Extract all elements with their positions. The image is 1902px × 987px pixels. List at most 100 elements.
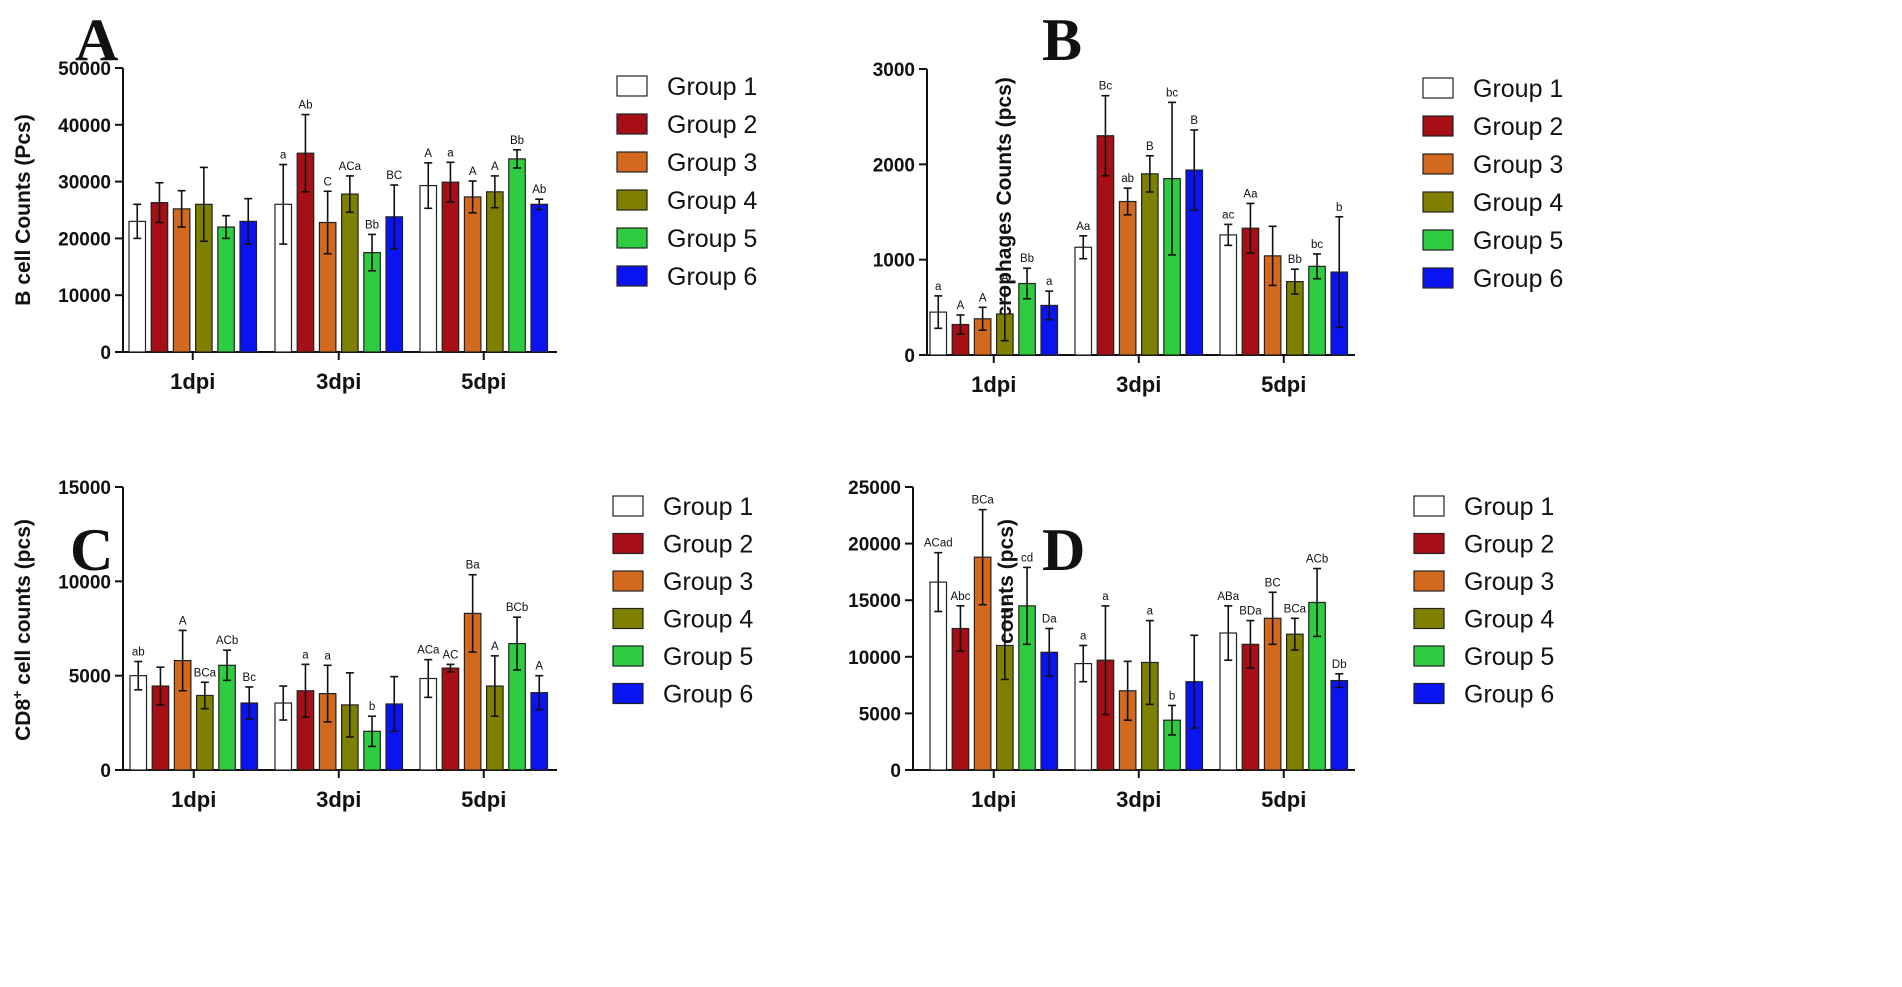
significance-label: ab bbox=[132, 647, 145, 659]
x-tick-label: 5dpi bbox=[461, 369, 506, 394]
significance-label: A bbox=[424, 148, 432, 160]
legend-swatch-group-1 bbox=[1413, 495, 1445, 517]
legend-swatch-group-4 bbox=[612, 607, 644, 630]
panel-letter-b: B bbox=[1042, 7, 1082, 73]
y-axis-title: Macrophages Counts (pcs) bbox=[993, 77, 1016, 347]
legend-swatch-group-5 bbox=[1422, 229, 1454, 251]
y-tick-label: 50000 bbox=[58, 59, 111, 80]
y-tick-label: 20000 bbox=[848, 535, 901, 556]
legend-label-group-2: Group 2 bbox=[667, 111, 757, 139]
y-tick-label: 40000 bbox=[58, 116, 111, 137]
y-tick-label: 5000 bbox=[859, 704, 901, 725]
legend-swatch-group-4 bbox=[616, 189, 648, 211]
y-tick-label: 0 bbox=[904, 346, 915, 367]
significance-label: ABa bbox=[1217, 591, 1239, 603]
legend-swatch-group-3 bbox=[1422, 153, 1454, 175]
x-tick-label: 3dpi bbox=[1116, 787, 1161, 812]
significance-label: a bbox=[1046, 276, 1053, 288]
significance-label: a bbox=[302, 649, 309, 661]
panel-b: B Macrophages Counts (pcs) 0 1000 2000 3000… bbox=[873, 7, 1564, 397]
legend-swatch-group-1 bbox=[1422, 77, 1454, 99]
significance-label: Bb bbox=[365, 219, 379, 231]
legend-label-group-1: Group 1 bbox=[1464, 493, 1554, 521]
legend-label-group-6: Group 6 bbox=[1473, 265, 1563, 293]
bar-5dpi-group-4 bbox=[1285, 633, 1304, 771]
y-tick-label: 10000 bbox=[848, 648, 901, 669]
bar-3dpi-group-3 bbox=[1118, 200, 1137, 356]
x-tick-label: 3dpi bbox=[316, 369, 361, 394]
y-tick-label: 15000 bbox=[848, 591, 901, 612]
significance-label: Bb bbox=[510, 135, 524, 147]
significance-label: A bbox=[491, 161, 499, 173]
bar-5dpi-group-6 bbox=[1330, 679, 1349, 771]
legend-label-group-3: Group 3 bbox=[667, 149, 757, 177]
significance-label: ACb bbox=[216, 635, 238, 647]
legend-label-group-2: Group 2 bbox=[1464, 531, 1554, 559]
bar-1dpi-group-5 bbox=[217, 226, 235, 353]
panel-letter-a: A bbox=[75, 7, 118, 73]
x-tick-label: 1dpi bbox=[971, 372, 1016, 397]
y-axis-label: CD8+ cell counts (pcs) bbox=[9, 519, 35, 741]
legend-swatch-group-4 bbox=[1413, 607, 1445, 630]
significance-label: A bbox=[179, 615, 187, 627]
panel-c: C CD8+ cell counts (pcs) 0 5000 10000 15000… bbox=[9, 478, 753, 812]
significance-label: Ab bbox=[298, 100, 312, 112]
significance-label: a bbox=[280, 150, 287, 162]
legend-label-group-6: Group 6 bbox=[663, 681, 753, 709]
legend-swatch-group-3 bbox=[1413, 570, 1445, 592]
x-tick-label: 5dpi bbox=[1261, 372, 1306, 397]
y-tick-label: 30000 bbox=[58, 173, 111, 194]
significance-label: BCa bbox=[1284, 603, 1307, 615]
x-tick-label: 1dpi bbox=[971, 787, 1016, 812]
significance-label: Bb bbox=[1288, 254, 1302, 266]
y-tick-label: 10000 bbox=[58, 286, 111, 307]
legend-label-group-5: Group 5 bbox=[667, 225, 757, 253]
legend-swatch-group-5 bbox=[1413, 645, 1445, 667]
y-tick-label: 1000 bbox=[873, 251, 915, 272]
y-tick-label: 5000 bbox=[69, 667, 111, 688]
bar-1dpi-group-1 bbox=[128, 220, 147, 353]
significance-label: ACb bbox=[1306, 554, 1328, 566]
y-axis-label: B cell Counts (Pcs) bbox=[12, 114, 35, 305]
legend-label-group-2: Group 2 bbox=[1473, 113, 1563, 141]
legend-swatch-group-5 bbox=[612, 645, 644, 667]
legend: Group 1 Group 2 Group 3 Group 4 Group 5 Group… bbox=[616, 73, 757, 291]
legend: Group 1 Group 2 Group 3 Group 4 Group 5 Group… bbox=[1413, 493, 1554, 709]
bar-5dpi-group-5 bbox=[508, 158, 526, 353]
y-axis-title: B cell Counts (Pcs) bbox=[12, 114, 35, 305]
significance-label: Bc bbox=[1099, 81, 1113, 93]
significance-label: Bc bbox=[243, 672, 257, 684]
y-tick-label: 10000 bbox=[58, 572, 111, 593]
legend-swatch-group-6 bbox=[616, 265, 648, 287]
significance-label: a bbox=[447, 147, 454, 159]
significance-label: a bbox=[1080, 630, 1087, 642]
significance-label: b bbox=[1169, 690, 1175, 702]
bar-5dpi-group-4 bbox=[486, 191, 504, 353]
significance-label: Ab bbox=[532, 184, 546, 196]
legend: Group 1 Group 2 Group 3 Group 4 Group 5 Group… bbox=[612, 493, 753, 709]
y-axis-title: CD8+ cell counts (pcs) bbox=[9, 519, 35, 741]
legend-label-group-4: Group 4 bbox=[667, 187, 757, 215]
y-tick-label: 25000 bbox=[848, 478, 901, 499]
legend-label-group-4: Group 4 bbox=[663, 606, 753, 634]
significance-label: bc bbox=[1166, 87, 1178, 99]
significance-label: BCa bbox=[971, 495, 994, 507]
legend-swatch-group-1 bbox=[612, 495, 644, 517]
significance-label: A bbox=[491, 641, 499, 653]
y-tick-label: 20000 bbox=[58, 229, 111, 250]
plot-area: 0 10000 20000 30000 40000 50000 1dpi 3dpi 5dpi a A… bbox=[58, 59, 557, 394]
significance-label: B bbox=[1146, 141, 1154, 153]
significance-label: A bbox=[469, 166, 477, 178]
significance-label: A bbox=[1001, 272, 1009, 284]
legend-swatch-group-6 bbox=[1413, 682, 1445, 705]
bar-5dpi-group-1 bbox=[419, 184, 438, 353]
legend-swatch-group-5 bbox=[616, 227, 648, 249]
x-tick-label: 3dpi bbox=[1116, 372, 1161, 397]
legend-swatch-group-6 bbox=[1422, 267, 1454, 289]
panel-a: A B cell Counts (Pcs) 0 10000 20000 30000 40… bbox=[12, 7, 757, 394]
legend-label-group-4: Group 4 bbox=[1464, 606, 1554, 634]
significance-label: cd bbox=[1021, 552, 1033, 564]
y-axis-label: Macrophages Counts (pcs) bbox=[993, 77, 1016, 347]
legend-swatch-group-4 bbox=[1422, 191, 1454, 213]
